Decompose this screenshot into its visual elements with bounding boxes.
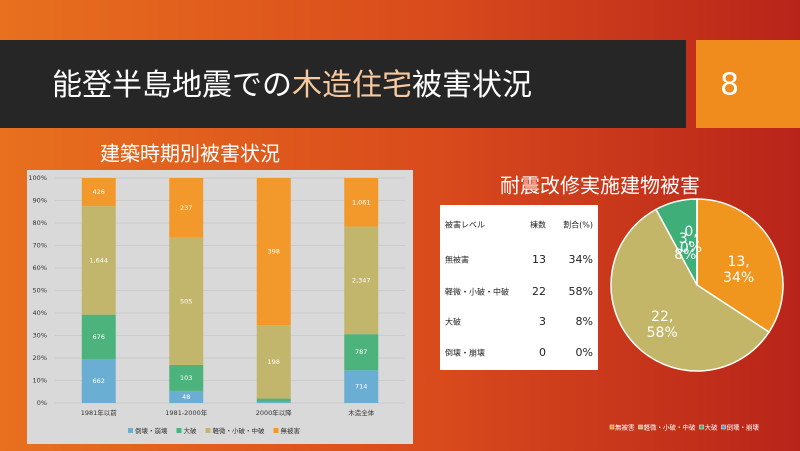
table-header: 被害レベル (445, 220, 485, 230)
title-highlight: 木造住宅 (292, 68, 412, 103)
bar-segment (81, 178, 116, 207)
data-label: 676 (93, 333, 105, 341)
bar-segment (344, 178, 379, 227)
page-box (696, 40, 800, 128)
bar-segment (256, 325, 291, 399)
x-tick-label: 1981年以前 (81, 408, 118, 417)
table-cell: 倒壊・崩壊 (445, 348, 485, 358)
pie-label: 13, 34% (723, 254, 755, 287)
legend-swatch (205, 428, 211, 433)
bar-chart-title: 建築時期別被害状況 (100, 142, 280, 166)
title-bar (0, 40, 686, 128)
y-tick-label: 40% (33, 309, 47, 317)
data-label: 505 (180, 297, 192, 305)
data-label: 398 (268, 248, 280, 256)
pie-slice (610, 208, 771, 372)
y-tick-label: 100% (28, 174, 47, 182)
table-box (440, 205, 598, 370)
table-header: 割合(%) (563, 220, 593, 230)
x-tick-label: 2000年以降 (256, 408, 293, 417)
pie-label: 0, 0% (679, 223, 703, 256)
bar-segment (256, 178, 291, 326)
pie-label: 22, 58% (646, 309, 678, 342)
data-label: 2,347 (352, 276, 371, 284)
table-cell: 0 (539, 346, 546, 359)
bar-segment (81, 359, 116, 403)
x-tick-label: 木造全体 (348, 408, 375, 417)
title-tail: 被害状況 (412, 68, 532, 103)
y-tick-label: 0% (37, 399, 47, 407)
data-label: 787 (355, 348, 367, 356)
y-tick-label: 80% (33, 219, 47, 227)
title-lead: 能登半島地震での (52, 68, 292, 103)
legend-label: 無被害 (281, 426, 301, 435)
bar-segment (344, 226, 379, 335)
page-number: 8 (720, 68, 739, 103)
bar-segment (256, 401, 291, 403)
legend-swatch (176, 428, 182, 433)
bar-segment (81, 314, 116, 360)
legend-label: 倒壊・崩壊 (727, 423, 760, 432)
bar-segment (344, 334, 379, 371)
legend-label: 軽微・小破・中破 (644, 423, 697, 432)
legend-label: 大破 (184, 426, 198, 435)
legend-swatch (638, 424, 643, 430)
bar-segment (81, 206, 116, 315)
y-tick-label: 60% (33, 264, 47, 272)
legend-label: 倒壊・崩壊 (135, 426, 168, 435)
legend-swatch (273, 428, 279, 433)
data-label: 426 (93, 188, 105, 196)
bar-segment (169, 237, 204, 365)
data-label: 48 (182, 393, 190, 401)
y-tick-label: 20% (33, 354, 47, 362)
pie-chart-title: 耐震改修実施建物被害 (500, 174, 700, 198)
bar-segment (169, 178, 204, 238)
data-label: 103 (180, 374, 192, 382)
x-tick-label: 1981-2000年 (165, 408, 207, 417)
bar-segment (169, 364, 204, 391)
legend-label: 無被害 (615, 423, 635, 432)
table-cell: 0% (576, 346, 593, 359)
pie-label: 3, 8% (674, 231, 697, 264)
y-tick-label: 70% (33, 242, 47, 250)
legend-swatch (128, 428, 133, 433)
table-cell: 3 (539, 315, 546, 328)
table-cell: 無被害 (445, 255, 469, 265)
table-cell: 22 (532, 285, 546, 298)
table-cell: 8% (576, 315, 593, 328)
data-label: 1,644 (89, 256, 108, 264)
legend-swatch (699, 424, 704, 430)
y-tick-label: 10% (33, 377, 47, 385)
legend-label: 大破 (705, 423, 719, 432)
table-cell: 軽微・小破・中破 (445, 287, 509, 297)
table-cell: 13 (532, 253, 546, 266)
legend-label: 軽微・小破・中破 (213, 426, 266, 435)
bar-segment (169, 390, 204, 403)
legend-swatch (721, 424, 726, 430)
table-cell: 58% (569, 285, 593, 298)
table-header: 棟数 (530, 220, 546, 230)
data-label: 662 (93, 377, 105, 385)
data-label: 237 (180, 204, 192, 212)
data-label: 714 (355, 383, 367, 391)
slide-title: 能登半島地震での木造住宅被害状況 (52, 68, 532, 103)
table-cell: 大破 (445, 317, 461, 327)
y-tick-label: 90% (33, 197, 47, 205)
bar-segment (256, 398, 291, 402)
legend-swatch (609, 424, 615, 430)
y-tick-label: 50% (33, 287, 47, 295)
data-label: 198 (268, 358, 280, 366)
data-label: 1,061 (352, 198, 371, 206)
table-cell: 34% (569, 253, 593, 266)
y-tick-label: 30% (33, 332, 47, 340)
bar-segment (344, 370, 379, 403)
